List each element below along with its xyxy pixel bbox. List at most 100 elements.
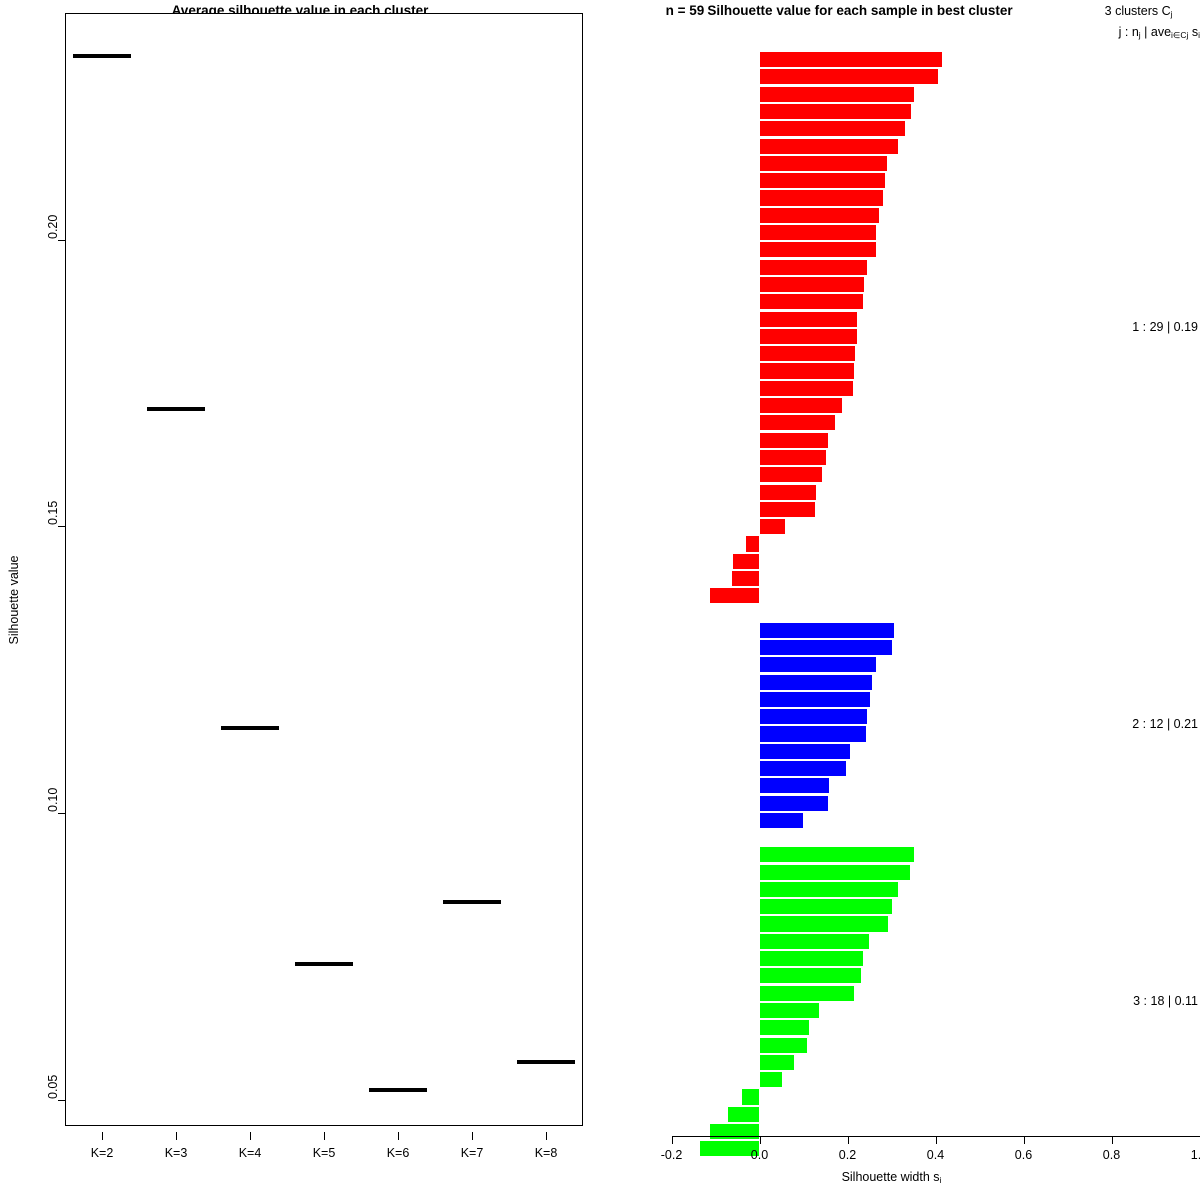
silhouette-bar: [759, 346, 856, 362]
silhouette-bar: [759, 69, 938, 85]
silhouette-bar: [759, 155, 888, 171]
silhouette-bar: [759, 933, 869, 949]
x-axis-tick-label: -0.2: [660, 1148, 683, 1162]
silhouette-bar: [759, 138, 899, 154]
silhouette-bar: [759, 294, 863, 310]
y-axis-tick: [58, 1100, 65, 1102]
silhouette-bar: [759, 847, 914, 863]
silhouette-bar: [759, 103, 912, 120]
x-axis-tick-label: K=6: [386, 1146, 410, 1160]
sample-count-label: n = 59: [665, 3, 705, 18]
silhouette-bar: [759, 968, 861, 984]
x-axis-tick-label: K=2: [90, 1146, 114, 1160]
x-axis-tick: [1023, 1136, 1025, 1144]
y-axis-tick: [58, 526, 65, 528]
silhouette-bar: [759, 709, 868, 725]
silhouette-bar: [759, 121, 905, 137]
x-axis-tick-label: K=4: [238, 1146, 262, 1160]
silhouette-bar: [759, 951, 863, 967]
silhouette-bar: [759, 881, 899, 897]
left-plot-box: [65, 13, 583, 1126]
cluster-summary-label: 3 : 18 | 0.11: [1133, 993, 1198, 1008]
left-chart-panel: Average silhouette value in each cluster…: [7, 3, 583, 1172]
x-axis-tick: [324, 1132, 325, 1140]
silhouette-bar: [759, 985, 855, 1001]
silhouette-bar: [759, 622, 894, 638]
silhouette-bar: [710, 1124, 760, 1140]
silhouette-bar: [759, 242, 877, 258]
silhouette-bar: [759, 864, 911, 880]
x-axis-tick: [102, 1132, 103, 1140]
silhouette-bar: [759, 398, 843, 414]
silhouette-bar: [759, 363, 855, 379]
silhouette-bar: [759, 52, 943, 68]
silhouette-bar: [759, 173, 885, 189]
silhouette-bar: [759, 726, 867, 742]
silhouette-bar: [759, 467, 822, 483]
cluster-summary-label: 1 : 29 | 0.19: [1132, 319, 1198, 334]
silhouette-bar: [759, 276, 864, 293]
silhouette-bar: [759, 778, 830, 794]
x-axis-tick-label: 0.0: [750, 1148, 769, 1162]
silhouette-bar: [759, 812, 803, 829]
x-axis-tick: [1111, 1136, 1113, 1144]
x-axis-tick: [759, 1136, 761, 1144]
x-axis-tick-label: 0.6: [1014, 1148, 1033, 1162]
silhouette-bar: [759, 501, 816, 517]
x-axis-tick: [250, 1132, 251, 1140]
x-axis-tick: [671, 1136, 673, 1144]
silhouette-bar: [759, 1037, 808, 1053]
silhouette-bar: [732, 571, 760, 587]
x-axis-tick-label: 0.4: [926, 1148, 945, 1162]
silhouette-bar: [759, 484, 816, 500]
silhouette-bar: [759, 207, 880, 223]
silhouette-bar: [759, 311, 858, 327]
x-axis-tick: [472, 1132, 473, 1140]
silhouette-bar: [733, 553, 760, 569]
legend-line-formula: j : nj | avei∈Cj si: [1118, 25, 1200, 40]
silhouette-bar: [759, 743, 850, 759]
silhouette-bar: [759, 657, 877, 673]
left-x-axis: K=2 K=3 K=4 K=5 K=6 K=7 K=8: [65, 1132, 583, 1172]
silhouette-bar: [759, 674, 872, 690]
x-axis-tick-label: 0.8: [1102, 1148, 1121, 1162]
cluster-average-marker: [369, 1087, 427, 1092]
silhouette-bar: [700, 1141, 760, 1157]
x-axis-tick-label: 0.2: [838, 1148, 857, 1162]
cluster-average-marker: [443, 900, 501, 905]
silhouette-bar: [759, 328, 858, 344]
x-axis-tick: [398, 1132, 399, 1140]
cluster-summary-label: 2 : 12 | 0.21: [1132, 717, 1198, 732]
silhouette-bar: [759, 259, 868, 275]
x-axis-tick: [847, 1136, 849, 1144]
silhouette-bar: [746, 536, 760, 552]
right-chart-title: Silhouette value for each sample in best…: [707, 3, 1013, 18]
legend-line-clusters: 3 clusters Cj: [1104, 4, 1173, 19]
silhouette-bar: [727, 1106, 760, 1122]
silhouette-bar: [759, 1002, 819, 1019]
silhouette-bar: [759, 1072, 782, 1088]
silhouette-bar: [710, 588, 760, 604]
x-axis-tick: [176, 1132, 177, 1140]
silhouette-bar: [759, 916, 888, 932]
silhouette-bar: [759, 190, 883, 206]
silhouette-bar: [759, 691, 870, 707]
right-chart-panel: Silhouette value for each sample in best…: [600, 0, 1200, 1200]
silhouette-bar: [759, 1054, 794, 1070]
x-axis-tick-label: K=8: [534, 1146, 558, 1160]
x-axis-tick-label: 1.0: [1190, 1148, 1200, 1162]
silhouette-bar: [759, 415, 836, 431]
silhouette-bar: [759, 86, 914, 102]
silhouette-bar: [759, 449, 826, 466]
silhouette-bars-area: [600, 0, 1200, 1157]
x-axis-tick-label: K=3: [164, 1146, 188, 1160]
silhouette-bar: [759, 432, 828, 448]
cluster-average-marker: [73, 54, 131, 59]
y-axis-tick: [58, 239, 65, 241]
silhouette-bar: [759, 380, 853, 396]
cluster-average-marker: [147, 406, 205, 411]
silhouette-bar: [741, 1089, 760, 1105]
cluster-average-marker: [295, 961, 353, 966]
x-axis-tick: [546, 1132, 547, 1140]
silhouette-bar: [759, 795, 828, 811]
